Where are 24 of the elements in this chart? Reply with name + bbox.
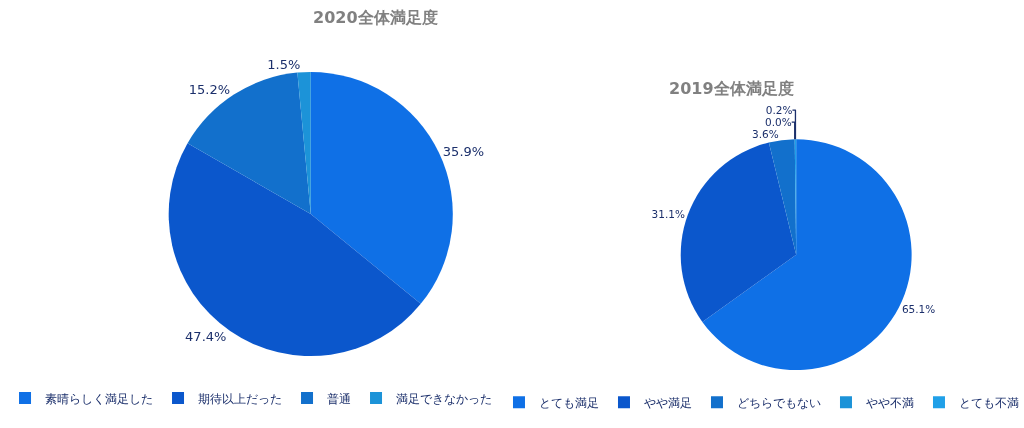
data-label: 65.1% (901, 302, 936, 315)
pie-slice (297, 71, 311, 214)
pie-slice (168, 143, 421, 357)
legend-label: どちらでもない (736, 396, 821, 410)
legend-label: 満足できなかった (396, 391, 493, 406)
legend-label: 素晴らしく満足した (45, 391, 154, 406)
chart-title: 2020全体満足度 (313, 8, 438, 27)
data-label: 47.4% (185, 328, 227, 344)
legend-label: 期待以上だった (198, 391, 283, 406)
data-label: 3.6% (752, 128, 779, 141)
chart-title: 2019全体満足度 (669, 79, 794, 98)
data-label: 15.2% (188, 81, 231, 97)
legend-label: とても不満 (958, 396, 1019, 410)
legend-label: やや不満 (865, 396, 914, 410)
pie-slice (187, 72, 311, 214)
legend-label: 普通 (327, 391, 352, 406)
data-label: 1.5% (267, 57, 301, 73)
data-label: 31.1% (651, 207, 685, 220)
data-label: 0.2% (765, 104, 793, 117)
text: 0.0% (765, 116, 792, 129)
data-label: 35.9% (442, 144, 485, 160)
pie-slice (768, 139, 797, 255)
legend-label: とても満足 (538, 396, 599, 410)
legend-label: やや満足 (643, 396, 692, 410)
